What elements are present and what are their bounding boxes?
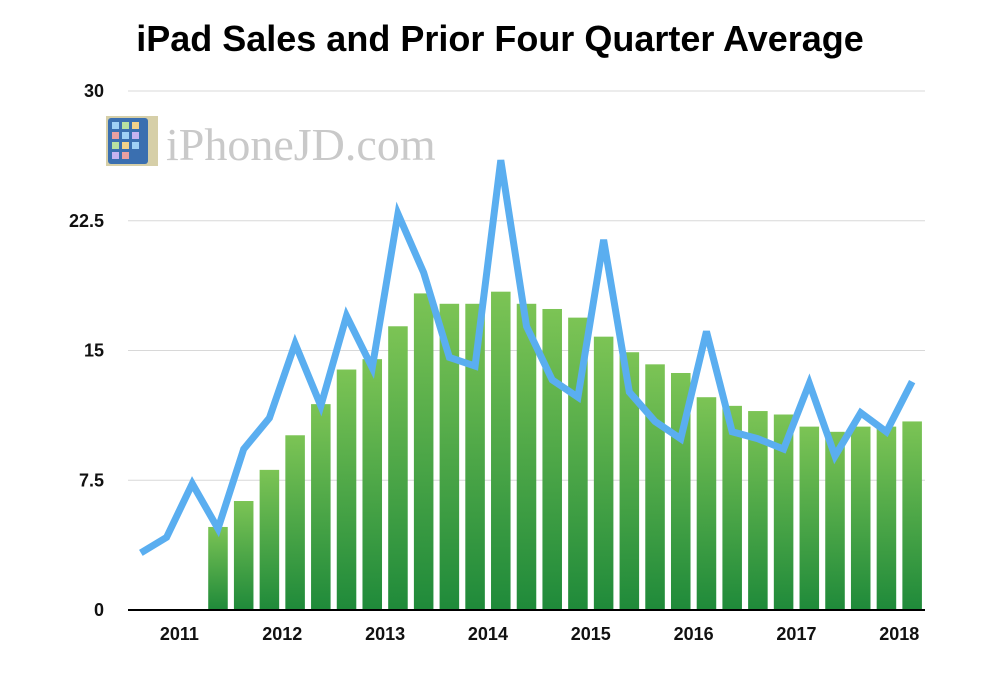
bar <box>311 404 331 610</box>
y-axis-ticks: 0 7.5 15 22.5 30 <box>69 81 104 620</box>
x-tick-label: 2015 <box>571 624 611 644</box>
y-tick-label: 0 <box>94 600 104 620</box>
x-tick-label: 2014 <box>468 624 508 644</box>
x-tick-label: 2018 <box>879 624 919 644</box>
watermark-text: iPhoneJD.com <box>166 119 436 170</box>
bar <box>722 405 742 610</box>
bar <box>773 414 794 610</box>
bar <box>259 469 280 610</box>
bar <box>696 397 717 610</box>
y-tick-label: 30 <box>84 81 104 101</box>
bar <box>748 411 768 610</box>
bar <box>336 369 357 610</box>
x-tick-label: 2016 <box>674 624 714 644</box>
x-tick-label: 2013 <box>365 624 405 644</box>
bars <box>208 291 922 610</box>
bar <box>413 293 434 610</box>
bar <box>491 291 511 610</box>
y-tick-label: 22.5 <box>69 211 104 231</box>
x-tick-label: 2017 <box>776 624 816 644</box>
bar <box>208 526 228 610</box>
bar <box>619 352 640 610</box>
bar <box>825 431 845 610</box>
ipad-logo-icon <box>106 116 158 166</box>
y-tick-label: 7.5 <box>79 470 104 490</box>
bar <box>850 426 871 610</box>
y-tick-label: 15 <box>84 341 104 361</box>
bar <box>799 426 820 610</box>
x-axis-ticks: 2011 2012 2013 2014 2015 2016 2017 2018 <box>160 624 919 644</box>
average-line-series <box>139 159 916 556</box>
chart-title: iPad Sales and Prior Four Quarter Averag… <box>136 18 864 59</box>
bar <box>542 308 562 610</box>
bar <box>902 421 922 610</box>
bar <box>362 359 383 610</box>
bar <box>388 326 408 610</box>
x-tick-label: 2011 <box>160 624 199 644</box>
bar <box>593 336 614 610</box>
bar <box>233 501 254 610</box>
x-tick-label: 2012 <box>262 624 302 644</box>
bar <box>285 435 305 610</box>
bar <box>465 303 485 610</box>
bar <box>439 303 460 610</box>
bar <box>876 426 897 610</box>
bar <box>516 303 537 610</box>
bar <box>645 364 665 610</box>
average-line <box>139 159 916 556</box>
watermark: iPhoneJD.com <box>106 116 436 170</box>
